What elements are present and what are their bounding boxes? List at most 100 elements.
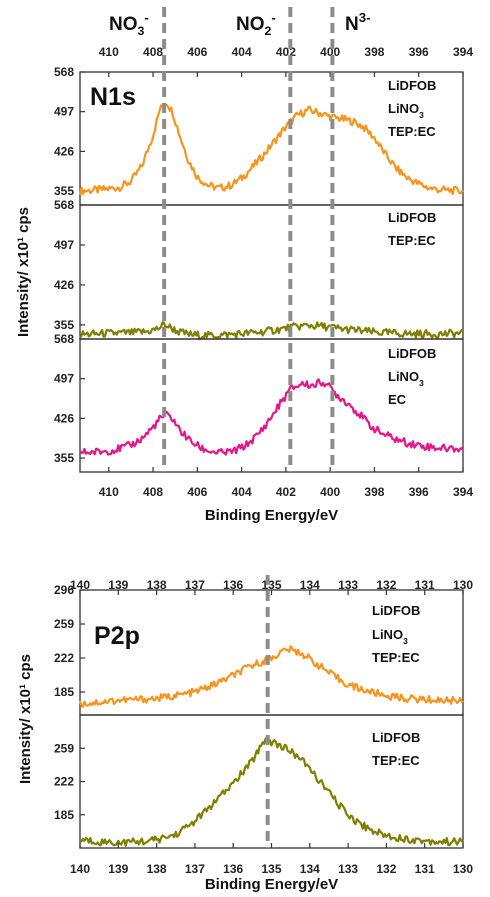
legend-entry: LiDFOB xyxy=(388,346,436,361)
legend-entry: TEP:EC xyxy=(372,753,420,768)
x-tick-label-top: 402 xyxy=(276,45,296,59)
peak-label-main: NO xyxy=(236,14,265,35)
legend-entry: LiNO3 xyxy=(372,627,408,646)
peak-label-sup: 3- xyxy=(359,10,371,25)
x-tick-label-top: 138 xyxy=(147,578,167,592)
y-tick-label: 568 xyxy=(54,332,74,346)
y-tick-label: 222 xyxy=(54,775,74,789)
peak-label-sup: - xyxy=(271,10,275,25)
legend-entry-main: LiNO xyxy=(388,101,419,116)
peak-label-main: N xyxy=(345,14,359,35)
y-tick-label: 355 xyxy=(54,184,74,198)
legend-entry: TEP:EC xyxy=(372,650,420,665)
panel-frame xyxy=(79,204,464,340)
spectrum-line-1 xyxy=(78,103,464,196)
x-tick-label-top: 394 xyxy=(453,45,473,59)
peak-label-sup: - xyxy=(144,10,148,25)
legend-entry-sub: 3 xyxy=(419,378,424,388)
peak-label-sub: 3 xyxy=(138,24,145,38)
legend-entry-sub: 3 xyxy=(419,110,424,120)
y-tick-label: 497 xyxy=(54,238,74,252)
x-tick-label-top: 133 xyxy=(338,578,358,592)
legend-entry-main: LiDFOB xyxy=(372,603,420,618)
legend-entry: LiDFOB xyxy=(388,210,436,225)
spectrum-line-3 xyxy=(79,378,464,456)
y-tick-label: 426 xyxy=(54,411,74,425)
x-tick-label-bottom: 402 xyxy=(276,485,296,499)
x-tick-label-top: 398 xyxy=(364,45,384,59)
x-tick-label-top: 131 xyxy=(415,578,435,592)
x-tick-label-bottom: 400 xyxy=(320,485,340,499)
x-tick-label-bottom: 132 xyxy=(376,862,396,876)
legend-entry: LiDFOB xyxy=(372,730,420,745)
peak-label-main: NO xyxy=(109,14,138,35)
y-tick-label: 568 xyxy=(54,65,74,79)
y-tick-label: 497 xyxy=(54,105,74,119)
legend-entry: LiDFOB xyxy=(388,78,436,93)
x-tick-label-top: 404 xyxy=(232,45,252,59)
y-axis-title: Intensity/ x10¹ cps xyxy=(17,654,34,784)
y-tick-label: 185 xyxy=(54,685,74,699)
y-tick-label: 185 xyxy=(54,808,74,822)
legend-entry: LiNO3 xyxy=(388,369,424,388)
legend-entry-sub: 3 xyxy=(403,636,408,646)
peak-label: NO3- xyxy=(109,10,149,38)
panel-label: N1s xyxy=(90,83,136,111)
y-tick-label: 355 xyxy=(54,451,74,465)
x-tick-label-top: 134 xyxy=(300,578,320,592)
peak-label: NO2- xyxy=(236,10,276,38)
x-tick-label-bottom: 133 xyxy=(338,862,358,876)
x-axis-title: Binding Energy/eV xyxy=(205,876,338,893)
x-tick-label-bottom: 140 xyxy=(70,862,90,876)
legend-entry-main: TEP:EC xyxy=(388,233,436,248)
x-tick-label-bottom: 396 xyxy=(409,485,429,499)
x-tick-label-bottom: 137 xyxy=(185,862,205,876)
y-axis-title: Intensity/ x10¹ cps xyxy=(15,207,32,337)
x-tick-label-top: 136 xyxy=(223,578,243,592)
legend-entry-main: LiDFOB xyxy=(372,730,420,745)
x-tick-label-top: 406 xyxy=(187,45,207,59)
panel-label: P2p xyxy=(94,622,140,650)
legend-entry-main: EC xyxy=(388,392,407,407)
y-tick-label: 568 xyxy=(54,198,74,212)
legend-entry-main: TEP:EC xyxy=(372,650,420,665)
y-tick-label: 259 xyxy=(54,741,74,755)
y-tick-label: 426 xyxy=(54,144,74,158)
panel-frame xyxy=(79,338,464,473)
y-tick-label: 259 xyxy=(54,617,74,631)
x-tick-label-bottom: 135 xyxy=(261,862,281,876)
peak-label: N3- xyxy=(345,10,371,35)
y-tick-label: 426 xyxy=(54,278,74,292)
x-tick-label-bottom: 406 xyxy=(187,485,207,499)
legend-entry: TEP:EC xyxy=(388,124,436,139)
x-tick-label-bottom: 138 xyxy=(147,862,167,876)
x-tick-label-bottom: 394 xyxy=(453,485,473,499)
x-tick-label-top: 408 xyxy=(143,45,163,59)
x-tick-label-top: 140 xyxy=(70,578,90,592)
x-tick-label-bottom: 404 xyxy=(232,485,252,499)
legend-entry-main: LiNO xyxy=(372,627,403,642)
x-tick-label-bottom: 410 xyxy=(99,485,119,499)
x-tick-label-bottom: 136 xyxy=(223,862,243,876)
x-tick-label-bottom: 408 xyxy=(143,485,163,499)
x-tick-label-top: 396 xyxy=(409,45,429,59)
x-tick-label-top: 137 xyxy=(185,578,205,592)
spectrum-line-1 xyxy=(78,645,464,708)
x-tick-label-top: 139 xyxy=(108,578,128,592)
x-tick-label-bottom: 130 xyxy=(453,862,473,876)
legend-entry-main: TEP:EC xyxy=(372,753,420,768)
legend-entry: LiNO3 xyxy=(388,101,424,120)
legend-entry-main: LiDFOB xyxy=(388,346,436,361)
legend-entry: TEP:EC xyxy=(388,233,436,248)
peak-label-sub: 2 xyxy=(265,24,272,38)
spectrum-line-2 xyxy=(79,321,464,341)
spectrum-line-2 xyxy=(79,737,464,847)
x-tick-label-top: 130 xyxy=(453,578,473,592)
y-tick-label: 355 xyxy=(54,318,74,332)
x-tick-label-top: 132 xyxy=(376,578,396,592)
x-tick-label-top: 135 xyxy=(261,578,281,592)
legend-entry: LiDFOB xyxy=(372,603,420,618)
x-tick-label-top: 410 xyxy=(99,45,119,59)
y-tick-label: 497 xyxy=(54,372,74,386)
